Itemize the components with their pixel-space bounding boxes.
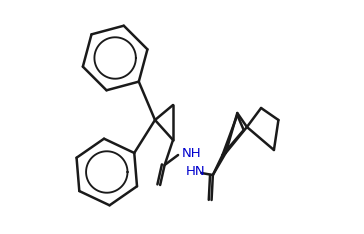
Text: HN: HN	[186, 165, 206, 178]
Text: NH: NH	[182, 147, 201, 160]
